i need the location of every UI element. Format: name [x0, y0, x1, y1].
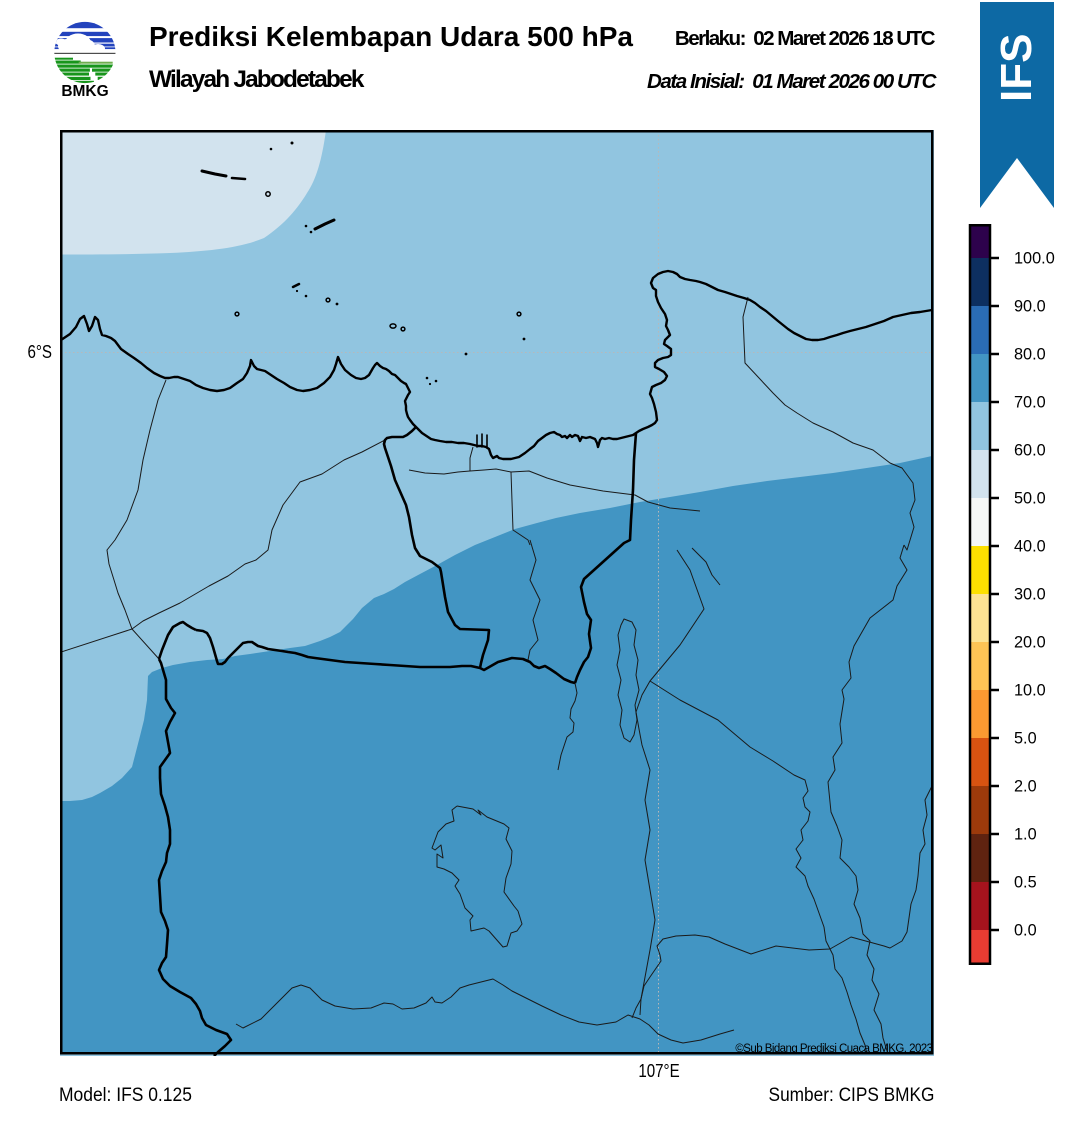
- svg-text:40.0: 40.0: [1014, 538, 1046, 556]
- svg-text:20.0: 20.0: [1014, 634, 1046, 652]
- svg-text:0.5: 0.5: [1014, 874, 1037, 892]
- svg-text:90.0: 90.0: [1014, 298, 1046, 316]
- svg-text:2.0: 2.0: [1014, 778, 1037, 796]
- svg-text:100.0: 100.0: [1014, 250, 1055, 268]
- svg-text:5.0: 5.0: [1014, 730, 1037, 748]
- svg-text:60.0: 60.0: [1014, 442, 1046, 460]
- svg-text:IFS: IFS: [992, 34, 1041, 102]
- svg-text:30.0: 30.0: [1014, 586, 1046, 604]
- svg-text:80.0: 80.0: [1014, 346, 1046, 364]
- svg-text:10.0: 10.0: [1014, 682, 1046, 700]
- svg-text:1.0: 1.0: [1014, 826, 1037, 844]
- svg-text:0.0: 0.0: [1014, 922, 1037, 940]
- svg-text:50.0: 50.0: [1014, 490, 1046, 508]
- svg-text:70.0: 70.0: [1014, 394, 1046, 412]
